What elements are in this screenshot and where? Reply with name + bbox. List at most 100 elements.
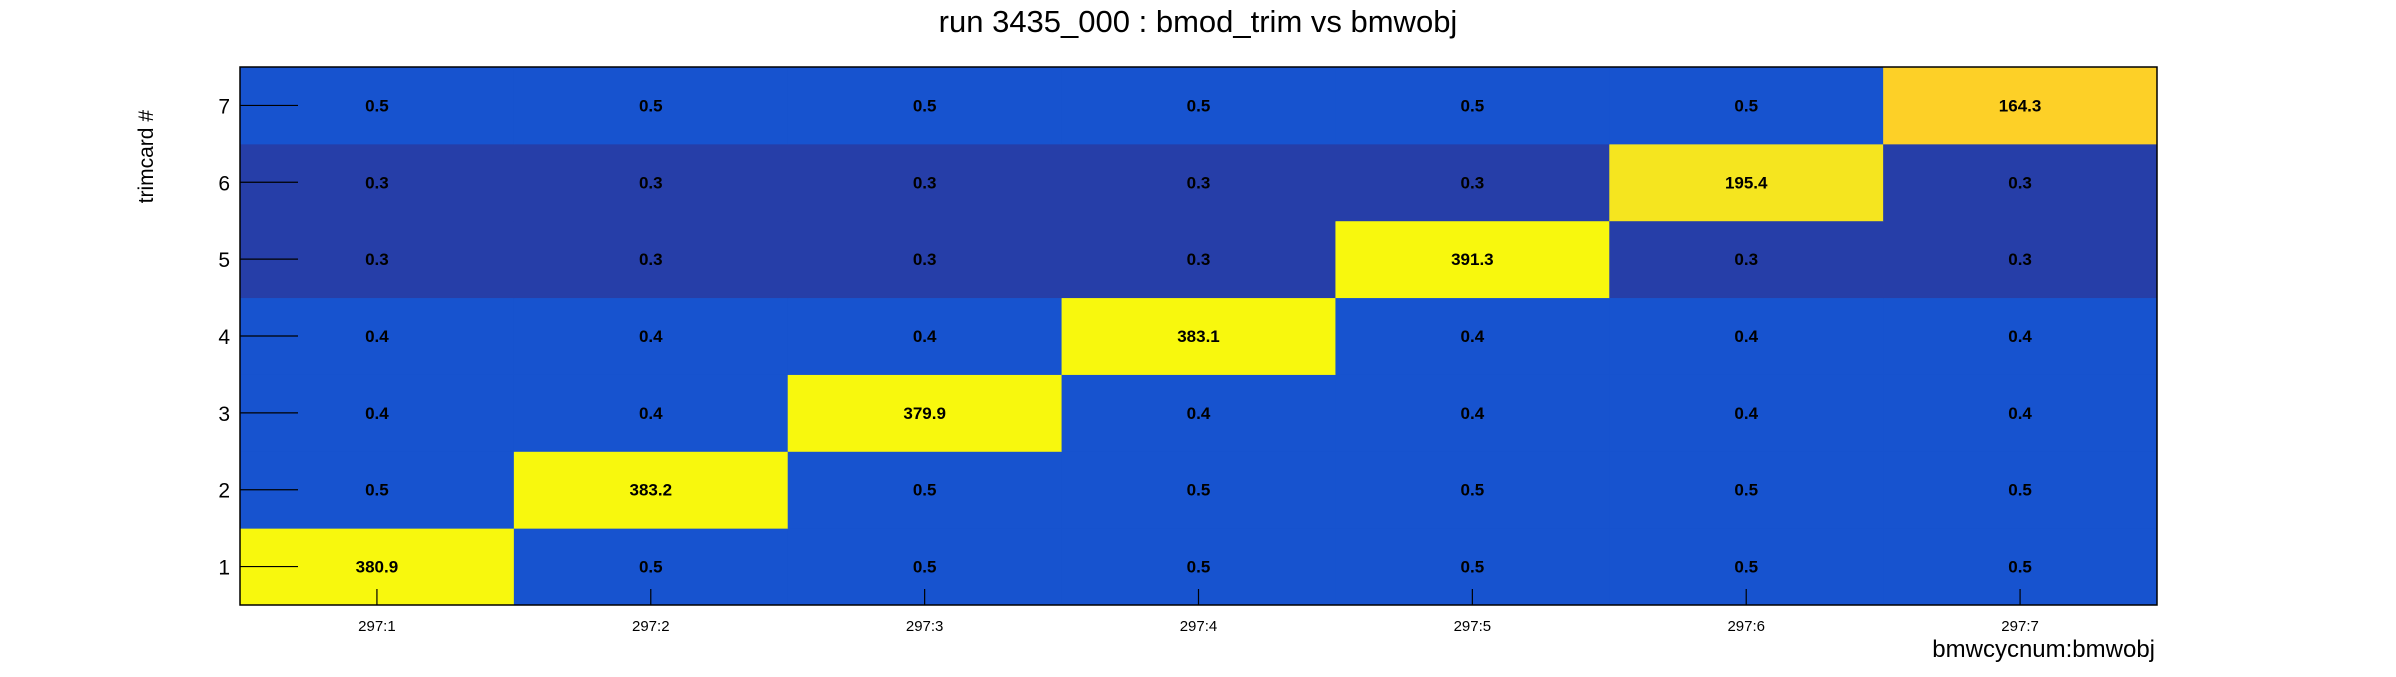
cell-value-label: 0.5 (639, 558, 663, 577)
heatmap-cells: 380.9 0.5 0.5 0.5 0.5 0.5 0.5 0.5 383.2 0.5 0.5 0.5… (240, 67, 2158, 606)
heatmap-cell (513, 143, 789, 222)
y-axis-label: trimcard # (135, 110, 158, 204)
cell-value-label: 164.3 (1999, 96, 2042, 115)
cell-value-label: 0.3 (639, 173, 663, 192)
cell-value-label: 0.4 (639, 327, 663, 346)
cell-value-label: 0.5 (1187, 558, 1211, 577)
heatmap-cell (787, 143, 1063, 222)
cell-value-label: 0.4 (1461, 327, 1485, 346)
heatmap-cell (1609, 67, 1884, 145)
cell-value-label: 0.3 (1734, 250, 1758, 269)
heatmap-cell (1061, 451, 1336, 529)
heatmap-cell (1609, 143, 1884, 222)
cell-value-label: 0.4 (1461, 404, 1485, 423)
heatmap-cell (1609, 451, 1884, 529)
heatmap-cell (513, 67, 789, 145)
cell-value-label: 379.9 (903, 404, 946, 423)
y-tick-label: 2 (218, 480, 230, 503)
cell-value-label: 0.4 (1734, 327, 1758, 346)
heatmap-cell (513, 374, 789, 452)
cell-value-label: 0.5 (1187, 96, 1211, 115)
x-axis-label: bmwcycnum:bmwobj (1932, 636, 2155, 663)
cell-value-label: 0.5 (1734, 96, 1758, 115)
heatmap-cell (787, 67, 1063, 145)
y-tick-label: 4 (218, 326, 230, 349)
cell-value-label: 0.3 (365, 250, 389, 269)
cell-value-label: 195.4 (1725, 173, 1768, 192)
cell-value-label: 0.5 (1734, 558, 1758, 577)
cell-value-label: 0.3 (1187, 173, 1211, 192)
y-tick-label: 3 (218, 403, 230, 426)
heatmap-cell (1061, 220, 1336, 299)
heatmap-cell (1335, 297, 1610, 375)
cell-value-label: 0.4 (913, 327, 937, 346)
axes: 1 2 3 4 5 6 7 297:1 297:2 297:3 297:4 297:5 297:6 297… (218, 66, 2158, 635)
cell-value-label: 391.3 (1451, 250, 1494, 269)
y-tick-label: 1 (218, 557, 230, 580)
heatmap-cell (1061, 67, 1336, 145)
cell-value-label: 0.5 (913, 481, 937, 500)
cell-value-label: 0.5 (1461, 558, 1485, 577)
cell-value-label: 0.4 (365, 327, 389, 346)
cell-value-label: 0.5 (1461, 481, 1485, 500)
heatmap-cell (513, 220, 789, 299)
heatmap-cell (1335, 451, 1610, 529)
cell-value-label: 380.9 (356, 558, 399, 577)
x-tick-label: 297:2 (632, 618, 670, 635)
cell-value-label: 0.4 (365, 404, 389, 423)
heatmap-cell (1061, 297, 1336, 375)
cell-value-label: 0.3 (1187, 250, 1211, 269)
cell-value-label: 383.2 (630, 481, 673, 500)
cell-value-label: 0.5 (1734, 481, 1758, 500)
x-tick-label: 297:1 (358, 618, 396, 635)
heatmap-cell (787, 451, 1063, 529)
y-tick-label: 5 (218, 249, 230, 272)
heatmap-cell (1335, 374, 1610, 452)
cell-value-label: 0.5 (639, 96, 663, 115)
heatmap-cell (513, 297, 789, 375)
cell-value-label: 0.3 (913, 173, 937, 192)
cell-value-label: 0.4 (2008, 404, 2032, 423)
heatmap-cell (1609, 374, 1884, 452)
heatmap-cell (1335, 67, 1610, 145)
heatmap-cell (1883, 143, 2158, 222)
heatmap-cell (1609, 220, 1884, 299)
x-tick-label: 297:7 (2001, 618, 2039, 635)
cell-value-label: 0.3 (639, 250, 663, 269)
chart-title: run 3435_000 : bmod_trim vs bmwobj (939, 4, 1458, 39)
heatmap-cell (1883, 67, 2158, 145)
heatmap-cell (1061, 374, 1336, 452)
cell-value-label: 0.5 (2008, 481, 2032, 500)
cell-value-label: 0.3 (2008, 250, 2032, 269)
x-tick-label: 297:5 (1454, 618, 1492, 635)
cell-value-label: 0.3 (365, 173, 389, 192)
cell-value-label: 0.3 (913, 250, 937, 269)
cell-value-label: 0.4 (639, 404, 663, 423)
cell-value-label: 0.5 (1187, 481, 1211, 500)
cell-value-label: 0.5 (913, 96, 937, 115)
heatmap-cell (1883, 451, 2158, 529)
heatmap-cell (787, 220, 1063, 299)
cell-value-label: 0.3 (2008, 173, 2032, 192)
heatmap-cell (1883, 374, 2158, 452)
heatmap-cell (1609, 297, 1884, 375)
x-tick-label: 297:6 (1727, 618, 1765, 635)
cell-value-label: 0.5 (2008, 558, 2032, 577)
cell-value-label: 383.1 (1177, 327, 1220, 346)
cell-value-label: 0.5 (365, 96, 389, 115)
cell-value-label: 0.4 (2008, 327, 2032, 346)
x-tick-label: 297:4 (1180, 618, 1218, 635)
x-tick-label: 297:3 (906, 618, 944, 635)
cell-value-label: 0.3 (1461, 173, 1485, 192)
heatmap-cell (787, 374, 1063, 452)
heatmap-cell (1335, 143, 1610, 222)
heatmap-cell (1883, 220, 2158, 299)
cell-value-label: 0.5 (365, 481, 389, 500)
heatmap-cell (513, 451, 789, 529)
heatmap-cell (1883, 297, 2158, 375)
heatmap-cell (1061, 143, 1336, 222)
heatmap-cell (1335, 220, 1610, 299)
y-tick-label: 7 (218, 95, 230, 118)
